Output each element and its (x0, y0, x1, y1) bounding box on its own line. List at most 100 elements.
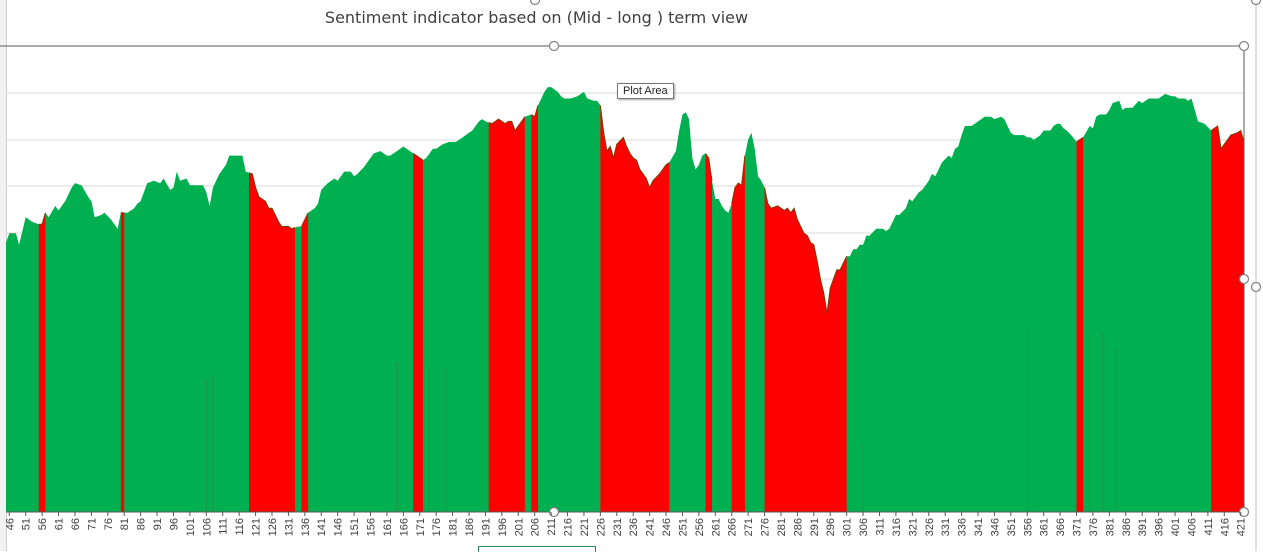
series-area-bearish (249, 172, 295, 513)
x-tick-label: 136 (300, 518, 312, 536)
x-tick-label: 316 (891, 518, 903, 536)
resize-handle[interactable] (548, 506, 560, 518)
x-tick-label: 166 (398, 518, 410, 536)
x-tick-label: 66 (70, 518, 82, 530)
x-tick-label: 186 (464, 518, 476, 536)
x-tick-label: 56 (37, 518, 49, 530)
series-edge-line (1076, 136, 1084, 143)
x-tick-label: 121 (251, 518, 263, 536)
x-tick-label: 76 (103, 518, 115, 530)
x-tick-label: 396 (1154, 518, 1166, 536)
series-edge-line (731, 155, 746, 204)
x-tick-label: 126 (267, 518, 279, 536)
x-tick-label: 381 (1104, 518, 1116, 536)
x-tick-label: 206 (530, 518, 542, 536)
x-tick-label: 421 (1236, 518, 1248, 536)
x-tick-label: 51 (21, 518, 33, 530)
series-edge-line (248, 172, 296, 230)
x-tick-label: 251 (678, 518, 690, 536)
x-tick-label: 411 (1203, 518, 1215, 536)
series-edge-line (705, 153, 713, 181)
x-tick-label: 281 (776, 518, 788, 536)
x-tick-label: 201 (513, 518, 525, 536)
x-tick-label: 106 (201, 518, 213, 536)
x-tick-label: 116 (234, 518, 246, 536)
x-tick-label: 161 (382, 518, 394, 536)
x-tick-label: 101 (185, 518, 197, 536)
sheet-tab-indicator (478, 546, 596, 552)
x-tick-label: 266 (727, 518, 739, 536)
series-edge-line (301, 212, 309, 227)
x-tick-label: 131 (283, 518, 295, 536)
x-tick-label: 236 (628, 518, 640, 536)
x-tick-label: 286 (792, 518, 804, 536)
x-tick-label: 181 (448, 518, 460, 536)
x-tick-label: 271 (743, 518, 755, 536)
x-tick-label: 356 (1022, 518, 1034, 536)
x-tick-label: 336 (957, 518, 969, 536)
series-area-bearish (120, 212, 125, 513)
series-area-bearish (600, 105, 670, 513)
x-tick-label: 256 (694, 518, 706, 536)
x-tick-label: 211 (546, 518, 558, 536)
series-edge-line (531, 105, 539, 118)
x-tick-label: 191 (480, 518, 492, 536)
x-tick-label: 176 (431, 518, 443, 536)
series-edge-line (488, 116, 526, 132)
x-tick-label: 291 (809, 518, 821, 536)
x-tick-label: 221 (579, 518, 591, 536)
x-tick-label: 141 (316, 518, 328, 536)
series-area-bearish (1076, 137, 1084, 512)
x-tick-label: 226 (595, 518, 607, 536)
x-tick-label: 391 (1137, 518, 1149, 536)
x-tick-label: 241 (645, 518, 657, 536)
series-edge-line (599, 105, 670, 189)
series-area-bearish (301, 212, 309, 513)
x-tick-label: 351 (1006, 518, 1018, 536)
series-area-bearish (488, 116, 525, 513)
x-tick-label: 151 (349, 518, 361, 536)
resize-handle[interactable] (1238, 40, 1250, 52)
resize-handle[interactable] (529, 0, 541, 6)
x-tick-label: 306 (858, 518, 870, 536)
x-tick-label: 81 (119, 518, 131, 530)
x-tick-label: 156 (366, 518, 378, 536)
resize-handle[interactable] (1250, 281, 1262, 293)
series-area-bearish (413, 153, 423, 512)
x-tick-label: 216 (563, 518, 575, 536)
x-tick-label: 71 (86, 518, 98, 530)
x-tick-label: 376 (1088, 518, 1100, 536)
resize-handle[interactable] (548, 40, 560, 52)
series-edge-line (38, 212, 46, 225)
x-tick-label: 331 (940, 518, 952, 536)
x-tick-label: 321 (907, 518, 919, 536)
resize-handle[interactable] (1238, 506, 1250, 518)
x-tick-label: 406 (1187, 518, 1199, 536)
x-tick-label: 96 (169, 518, 181, 530)
chart-title: Sentiment indicator based on (Mid - long… (324, 8, 749, 27)
x-tick-label: 416 (1219, 518, 1231, 536)
x-tick-label: 341 (973, 518, 985, 536)
x-tick-label: 196 (497, 518, 509, 536)
x-tick-label: 261 (710, 518, 722, 536)
plot-area-tooltip: Plot Area (617, 83, 674, 99)
series-area-bearish (731, 155, 745, 512)
series-edge-line (412, 152, 424, 161)
series-area-bearish (1211, 126, 1244, 512)
series-area-bearish (764, 187, 847, 512)
x-tick-label: 61 (54, 518, 66, 530)
series-area-bearish (531, 105, 538, 513)
x-tick-label: 366 (1055, 518, 1067, 536)
series-area-bearish (38, 212, 46, 513)
x-tick-label: 346 (989, 518, 1001, 536)
x-tick-label: 371 (1072, 518, 1084, 536)
series-edge-line (764, 187, 848, 314)
series-area-bearish (705, 153, 712, 512)
x-tick-label: 231 (612, 518, 624, 536)
resize-handle[interactable] (1238, 273, 1250, 285)
x-tick-label: 46 (4, 518, 16, 530)
x-tick-label: 326 (924, 518, 936, 536)
resize-handle[interactable] (1250, 0, 1262, 6)
